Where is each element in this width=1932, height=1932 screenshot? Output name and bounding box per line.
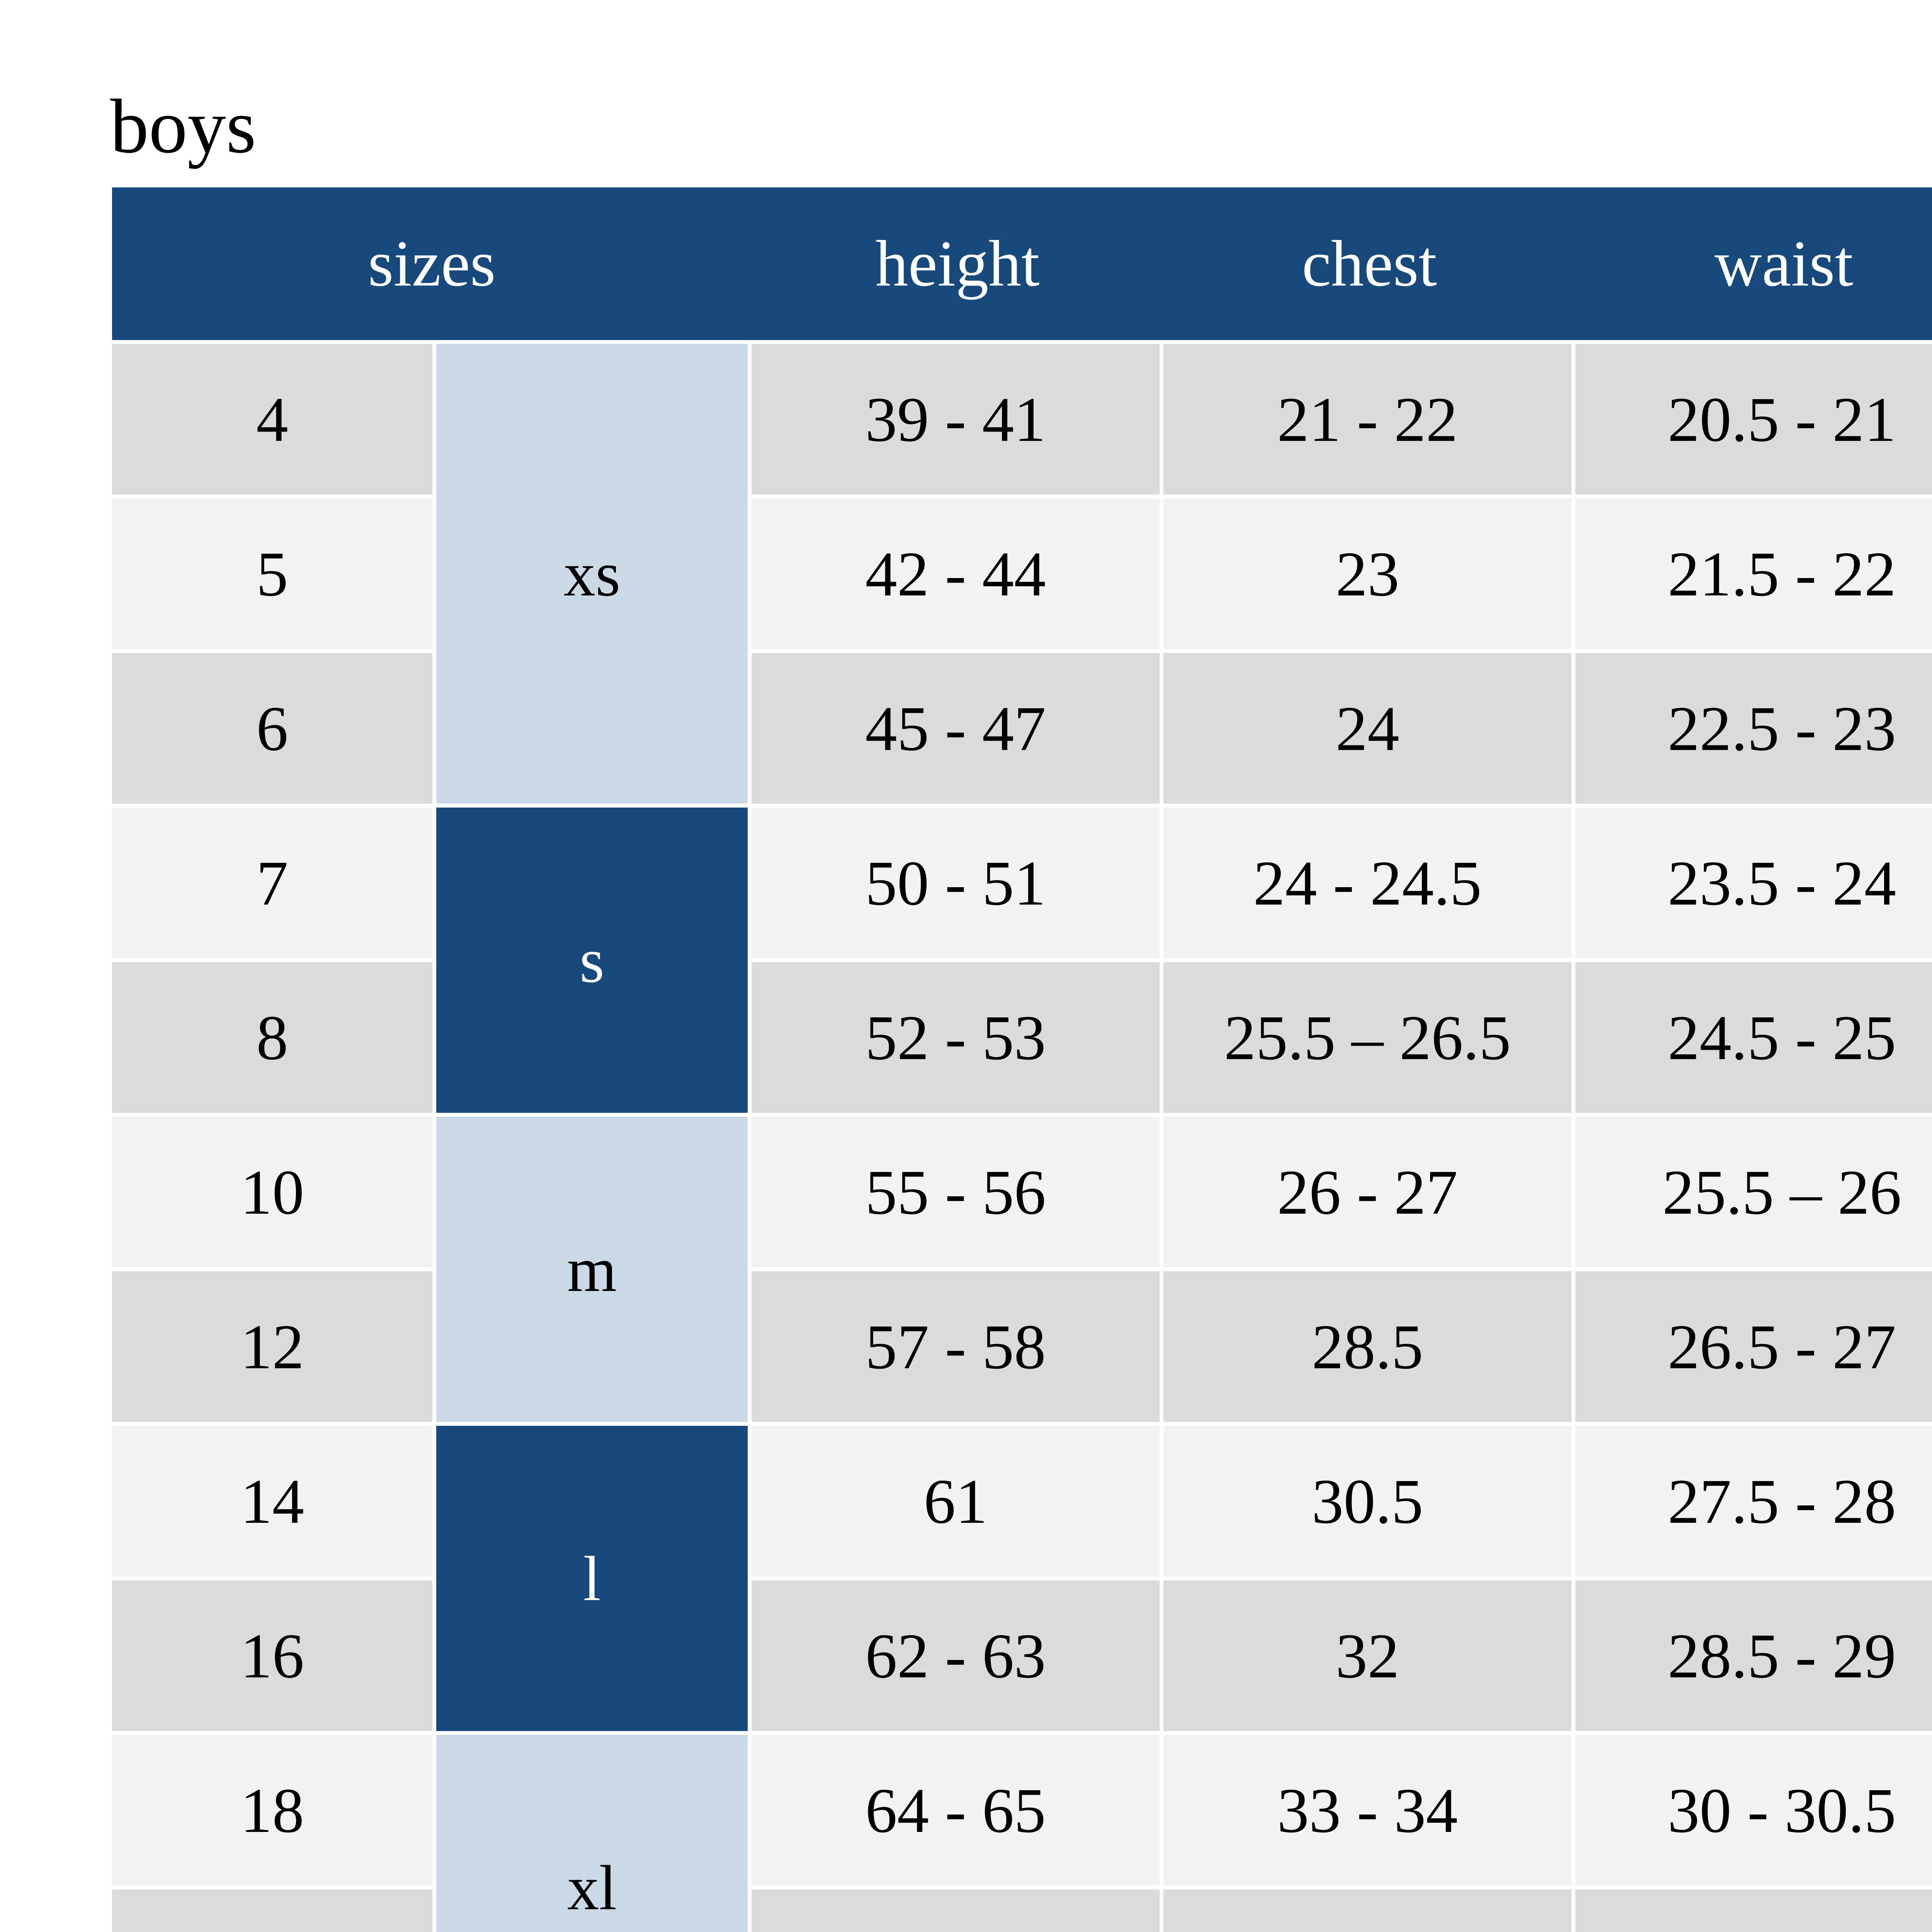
size-group-cell-xl: xl (436, 1735, 748, 1932)
table-body: xs s m l xl 4 39 - 41 21 - 22 20.5 - 21 … (112, 344, 1932, 1932)
waist-cell: 31 - 31.5 (1575, 1889, 1932, 1932)
header-height: height (875, 227, 1040, 300)
size-number-cell: 6 (112, 653, 432, 804)
size-chart-table: sizes height chest waist hip/seat inseam… (112, 187, 1932, 1932)
page-title: boys (110, 84, 256, 169)
size-number-cell: 12 (112, 1271, 432, 1422)
height-cell: 66 - 67 (752, 1889, 1160, 1932)
waist-cell: 21.5 - 22 (1575, 498, 1932, 649)
chest-cell: 35 (1163, 1889, 1571, 1932)
height-cell: 50 - 51 (752, 808, 1160, 958)
size-number-cell: 10 (112, 1117, 432, 1267)
size-number-cell: 7 (112, 808, 432, 958)
height-cell: 39 - 41 (752, 344, 1160, 495)
height-cell: 55 - 56 (752, 1117, 1160, 1267)
waist-cell: 27.5 - 28 (1575, 1426, 1932, 1577)
chest-cell: 26 - 27 (1163, 1117, 1571, 1267)
size-number-cell: 18 (112, 1735, 432, 1886)
chest-cell: 32 (1163, 1580, 1571, 1731)
size-number-cell: 8 (112, 962, 432, 1113)
waist-cell: 20.5 - 21 (1575, 344, 1932, 495)
waist-cell: 28.5 - 29 (1575, 1580, 1932, 1731)
chest-cell: 23 (1163, 498, 1571, 649)
size-number-cell: 5 (112, 498, 432, 649)
waist-cell: 26.5 - 27 (1575, 1271, 1932, 1422)
chest-cell: 30.5 (1163, 1426, 1571, 1577)
height-cell: 52 - 53 (752, 962, 1160, 1113)
height-cell: 42 - 44 (752, 498, 1160, 649)
size-group-cell-s: s (436, 808, 748, 1113)
waist-cell: 24.5 - 25 (1575, 962, 1932, 1113)
header-sizes: sizes (368, 227, 496, 300)
size-group-cell-m: m (436, 1117, 748, 1422)
size-number-cell: 20 (112, 1889, 432, 1932)
height-cell: 45 - 47 (752, 653, 1160, 804)
chest-cell: 24 - 24.5 (1163, 808, 1571, 958)
chest-cell: 25.5 – 26.5 (1163, 962, 1571, 1113)
waist-cell: 22.5 - 23 (1575, 653, 1932, 804)
height-cell: 61 (752, 1426, 1160, 1577)
size-number-cell: 16 (112, 1580, 432, 1731)
header-waist: waist (1714, 227, 1853, 300)
table-header-row: sizes height chest waist hip/seat inseam (112, 187, 1932, 340)
size-number-cell: 14 (112, 1426, 432, 1577)
size-number-cell: 4 (112, 344, 432, 495)
chest-cell: 24 (1163, 653, 1571, 804)
chest-cell: 21 - 22 (1163, 344, 1571, 495)
height-cell: 64 - 65 (752, 1735, 1160, 1886)
height-cell: 62 - 63 (752, 1580, 1160, 1731)
chest-cell: 28.5 (1163, 1271, 1571, 1422)
size-group-cell-l: l (436, 1426, 748, 1731)
waist-cell: 30 - 30.5 (1575, 1735, 1932, 1886)
height-cell: 57 - 58 (752, 1271, 1160, 1422)
header-chest: chest (1302, 227, 1437, 300)
waist-cell: 25.5 – 26 (1575, 1117, 1932, 1267)
chest-cell: 33 - 34 (1163, 1735, 1571, 1886)
waist-cell: 23.5 - 24 (1575, 808, 1932, 958)
size-group-cell-xs: xs (436, 344, 748, 804)
